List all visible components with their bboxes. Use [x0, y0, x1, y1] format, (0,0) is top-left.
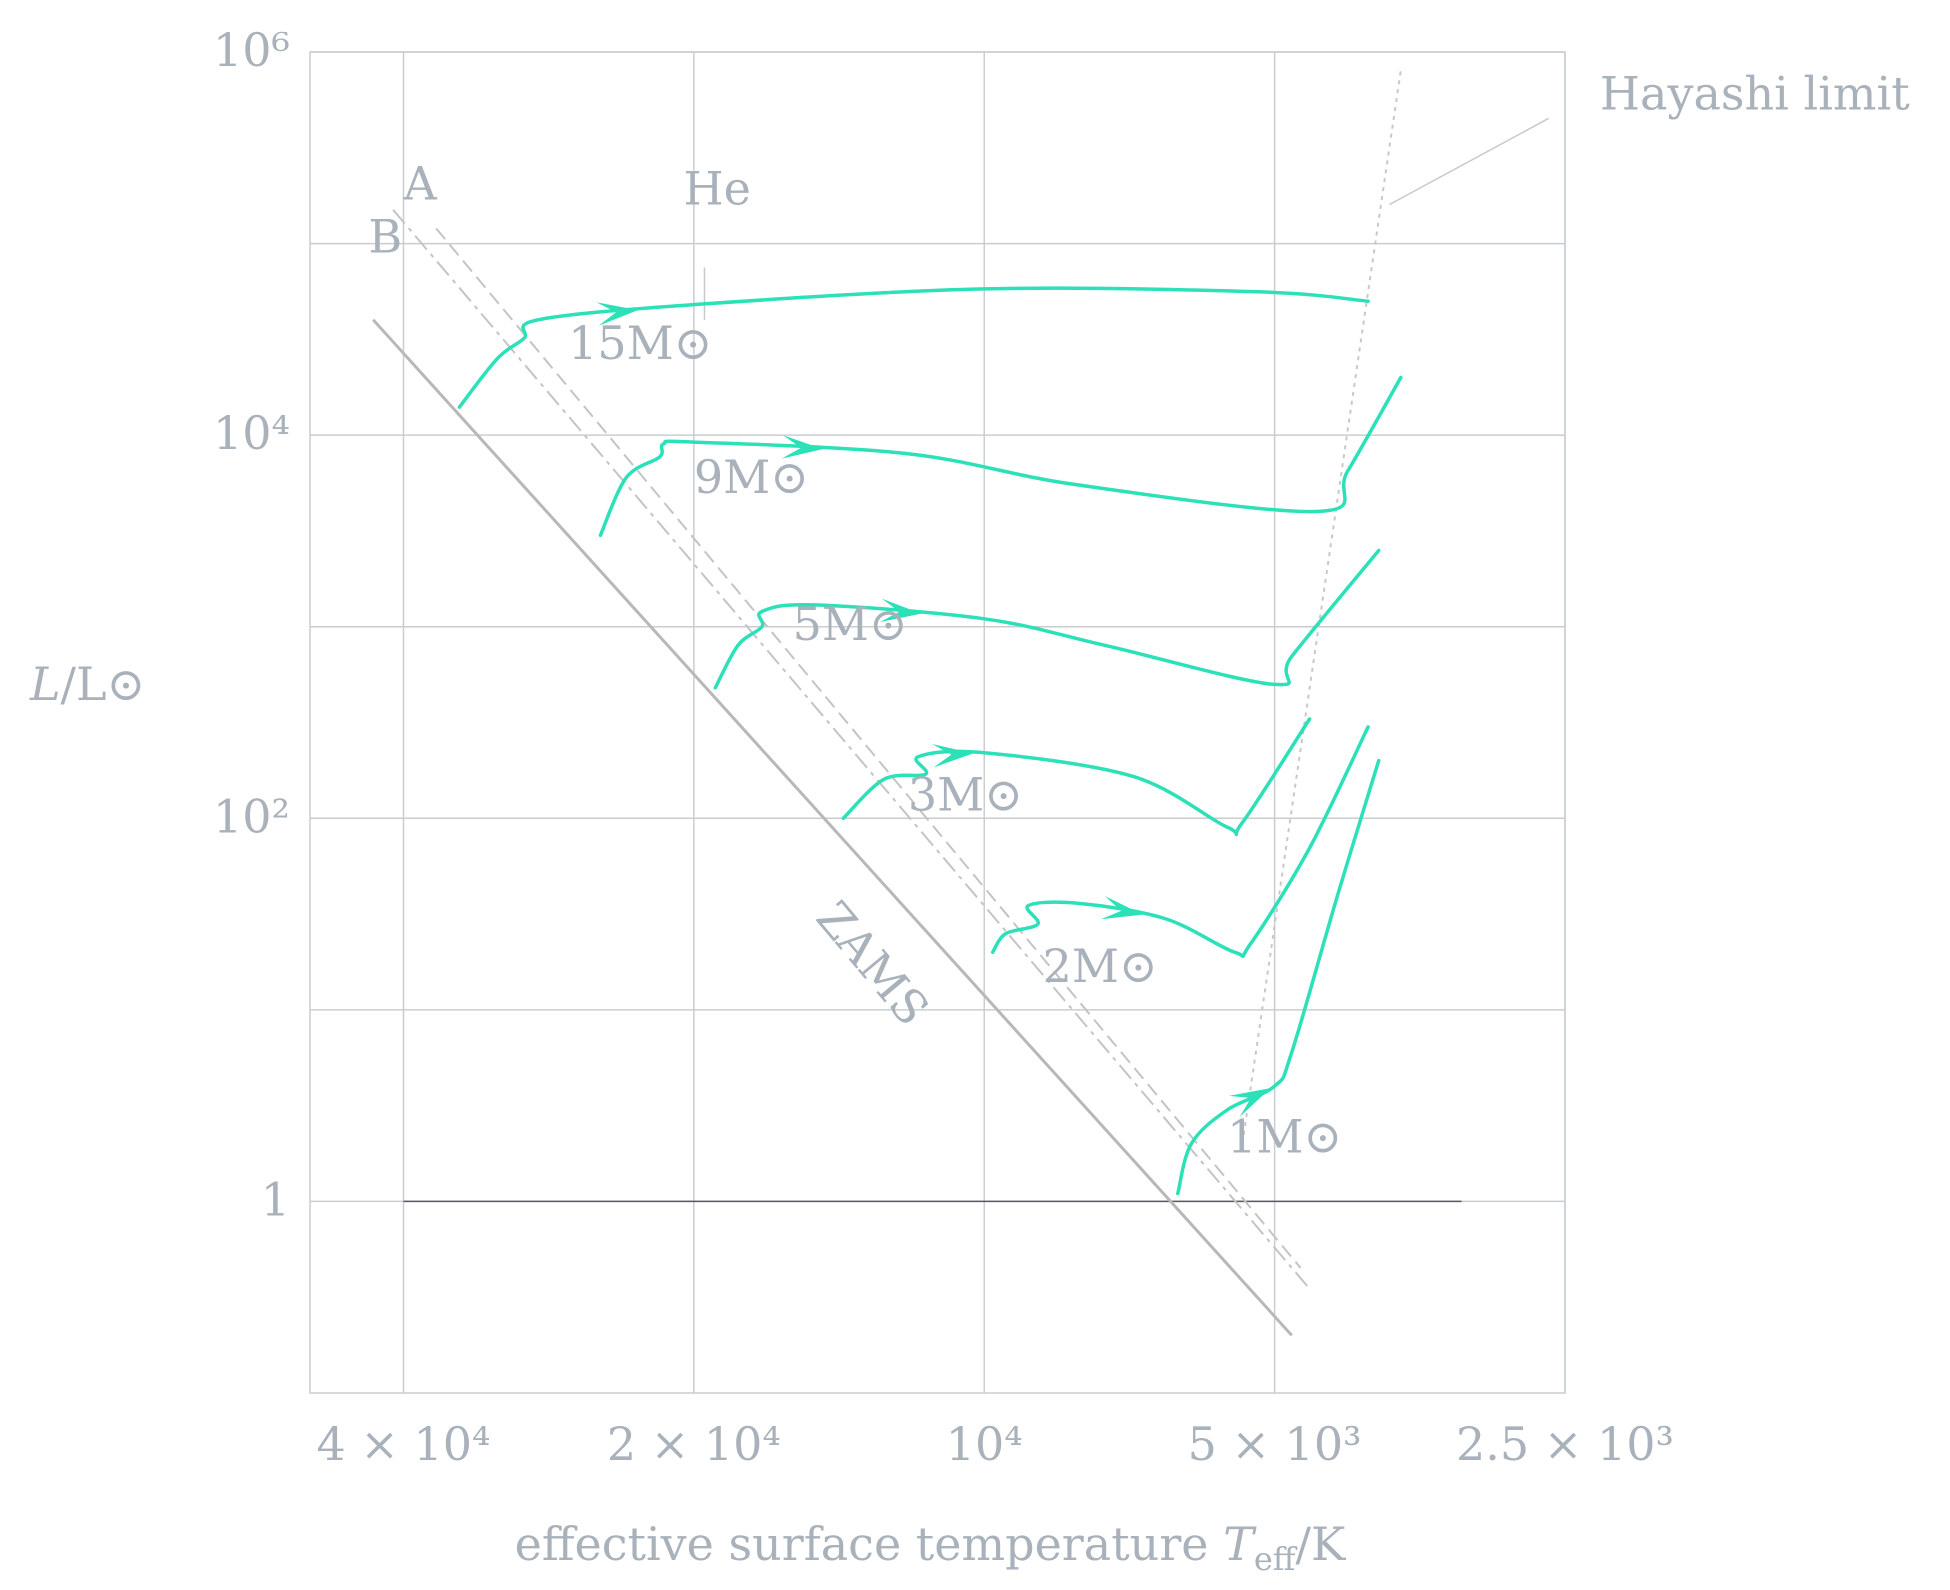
track-arrow-9m	[781, 435, 823, 459]
track-arrow-15m	[596, 302, 638, 326]
annotation-1m: 1M⊙	[1227, 1110, 1342, 1164]
y-axis-label: L/L⊙	[29, 657, 145, 711]
reference-line-a	[435, 227, 1302, 1269]
annotation-he: He	[684, 161, 751, 215]
x-tick-label: 10⁴	[946, 1417, 1023, 1471]
track-line-2m	[990, 725, 1370, 959]
hayashi-leader-line	[1389, 117, 1549, 206]
annotation-2m: 2M⊙	[1043, 939, 1158, 993]
annotation-9m: 9M⊙	[694, 450, 809, 504]
y-tick-label: 10⁶	[213, 23, 290, 77]
reference-line-b	[392, 209, 1311, 1290]
y-tick-label: 10²	[213, 789, 290, 843]
plot-border	[309, 51, 1566, 1394]
annotation-hayashi-limit: Hayashi limit	[1600, 67, 1910, 121]
plot-frame	[309, 51, 1566, 1394]
tick-labels: 4 × 10⁴ 2 × 10⁴ 10⁴ 5 × 10³ 2.5 × 10³ 1 10² 10⁴…	[213, 23, 1674, 1471]
track-line-9m	[598, 375, 1403, 538]
annotation-b: B	[368, 209, 402, 263]
reference-line-zams	[372, 318, 1293, 1337]
track-arrow-3m	[932, 743, 974, 768]
x-tick-label: 2.5 × 10³	[1456, 1417, 1674, 1471]
y-tick-label: 10⁴	[213, 406, 290, 460]
annotation-3m: 3M⊙	[908, 767, 1023, 821]
annotation-zams: ZAMS	[806, 891, 940, 1036]
reference-line-hayashi-limit	[1241, 70, 1402, 1144]
grid-layer	[310, 51, 1566, 1393]
x-tick-label: 2 × 10⁴	[607, 1417, 781, 1471]
track-series	[457, 286, 1403, 1196]
x-tick-label: 5 × 10³	[1188, 1417, 1362, 1471]
track-line-5m	[713, 548, 1381, 690]
annotations: AB He 15M⊙ 9M⊙ 5M⊙ 3M⊙ 2M⊙ 1M⊙ ZAMS Hayashi limit	[368, 67, 1910, 1164]
track-arrow-5m	[879, 598, 922, 623]
track-line-1m	[1176, 758, 1381, 1196]
x-tick-label: 4 × 10⁴	[316, 1417, 490, 1471]
x-axis-label: effective surface temperature Teff/K	[515, 1517, 1347, 1578]
reference-lines	[372, 70, 1549, 1337]
track-arrow-2m	[1100, 896, 1143, 920]
track-arrow-1m	[1228, 1088, 1271, 1117]
track-line-15m	[457, 286, 1370, 409]
annotation-15m: 15M⊙	[568, 316, 712, 370]
annotation-5m: 5M⊙	[793, 597, 908, 651]
annotation-a: A	[402, 156, 437, 210]
y-tick-label: 1	[261, 1172, 290, 1226]
track-line-3m	[841, 717, 1312, 837]
